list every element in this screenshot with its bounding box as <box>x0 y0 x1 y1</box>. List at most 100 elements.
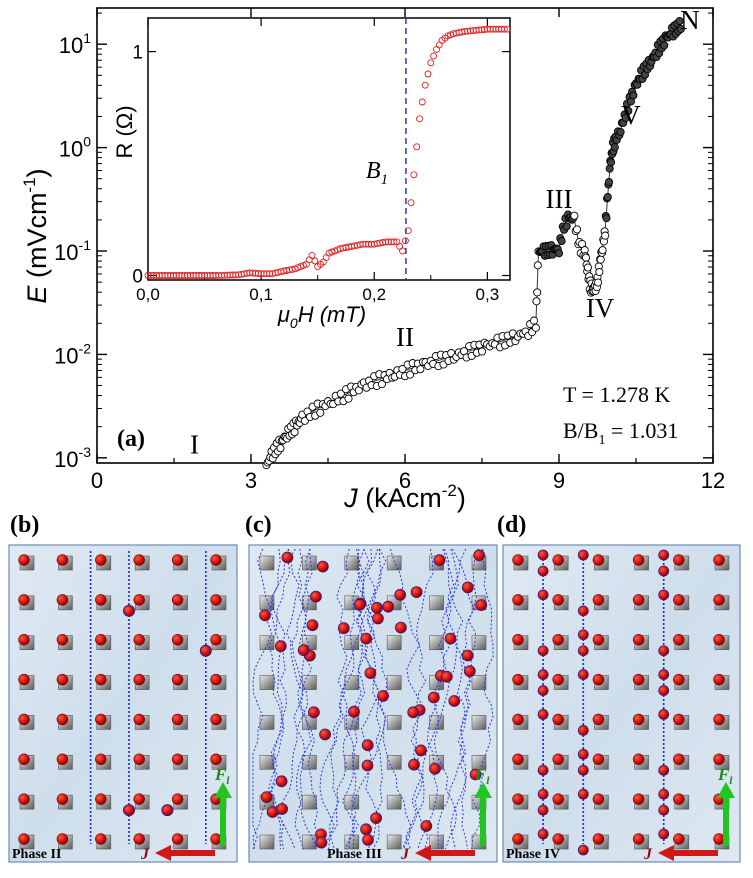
current-arrow-head <box>155 845 171 861</box>
vortex <box>552 793 564 805</box>
inset-x-tick-label: 0,2 <box>362 285 386 304</box>
vortex <box>210 753 222 766</box>
vortex <box>364 667 377 679</box>
vortex <box>210 833 222 845</box>
main-data-point <box>406 370 415 379</box>
inset-data-point <box>308 251 316 259</box>
force-label: Fl <box>474 765 490 787</box>
interstitial-vortex <box>577 748 589 760</box>
vortex <box>407 706 420 719</box>
vortex <box>56 673 69 686</box>
inset-data-point <box>413 143 421 151</box>
pinning-site <box>471 754 487 770</box>
vortex <box>592 633 605 646</box>
inset-data-point <box>399 247 406 255</box>
interstitial-vortex <box>658 828 670 840</box>
inset-x-sub: 0 <box>290 315 298 331</box>
main-x-tick-label: 6 <box>399 468 411 493</box>
pinning-site <box>386 834 402 850</box>
vortex <box>133 633 145 646</box>
vortex-trajectory <box>356 548 411 850</box>
inset-x-rest: H (mT) <box>298 302 366 327</box>
vortex <box>56 833 69 845</box>
main-data-point <box>594 278 603 287</box>
vortex <box>673 753 685 766</box>
vortex-trajectory <box>341 548 373 850</box>
vortex <box>461 581 474 594</box>
inset-x-tick-label: 0,1 <box>249 285 273 304</box>
vortex <box>592 713 605 726</box>
vortex <box>307 706 320 719</box>
phase-label: IV <box>586 293 615 323</box>
force-arrow-shaft <box>723 796 729 846</box>
pinning-site <box>259 555 275 571</box>
vortex <box>95 633 107 646</box>
annotation-field-value: = 1.031 <box>605 418 678 443</box>
x-axis-symbol: J <box>343 483 358 513</box>
force-label: Fl <box>214 765 230 787</box>
vortex <box>56 594 69 606</box>
interstitial-vortex <box>123 804 135 817</box>
current-arrow-shaft <box>672 850 718 856</box>
vortex-trajectory <box>298 548 323 850</box>
pinning-site <box>259 635 275 651</box>
lattice-panels: (b) (c) (d) Fl J Phase II Fl J Phase III Fl J… <box>8 512 741 863</box>
vortex <box>259 609 271 622</box>
main-data-point <box>583 263 592 272</box>
panel-c-phase-iii: Fl J Phase III <box>248 544 498 863</box>
inset-data-point <box>410 171 418 179</box>
inset-data-point <box>424 70 432 78</box>
vortex <box>370 812 383 824</box>
interstitial-vortex <box>537 589 549 601</box>
interstitial-vortex <box>577 549 589 561</box>
pinning-site <box>429 595 444 611</box>
vortex <box>673 793 685 805</box>
vortex-trajectory <box>417 548 452 850</box>
pinning-site <box>344 675 360 690</box>
interstitial-vortex <box>537 565 549 577</box>
vortex-trajectory <box>270 548 287 850</box>
vortex <box>371 601 383 614</box>
vortex <box>552 673 564 686</box>
vortex <box>306 619 319 632</box>
interstitial-vortex <box>658 565 670 577</box>
vortex <box>319 728 332 741</box>
main-data-point <box>596 255 605 264</box>
vortex <box>632 753 645 766</box>
inset-data-point <box>311 257 319 265</box>
vortex <box>713 554 725 566</box>
inset-data-point <box>404 227 412 235</box>
vortex <box>361 739 374 752</box>
phase-label: III <box>546 184 573 214</box>
vortex <box>171 554 184 566</box>
vortex-trajectory <box>437 548 475 850</box>
main-y-tick-label: 101 <box>59 30 91 58</box>
pinning-site <box>259 675 275 690</box>
interstitial-vortex <box>658 589 670 601</box>
current-arrow-head <box>658 845 674 861</box>
interstitial-vortex <box>537 828 549 840</box>
phase-label: II <box>396 322 414 352</box>
vortex-trajectory <box>328 548 350 850</box>
vortex <box>95 554 107 566</box>
inset-x-symbol: μ <box>277 302 290 327</box>
pinning-site <box>302 555 317 571</box>
force-arrow-head <box>214 782 232 798</box>
pinning-site <box>386 715 402 730</box>
vortex <box>713 594 725 606</box>
vortex <box>361 759 374 772</box>
vortex <box>337 622 350 635</box>
interstitial-vortex <box>658 549 670 561</box>
vortex <box>95 673 107 686</box>
y-axis-close: ) <box>22 168 52 177</box>
vortex <box>353 598 366 611</box>
pinning-site <box>344 754 360 770</box>
panel-a-label: (a) <box>117 426 145 452</box>
main-data-point <box>676 24 685 34</box>
interstitial-vortex <box>577 605 589 617</box>
phase-caption: Phase III <box>327 847 382 862</box>
vortex <box>316 560 329 573</box>
vortex <box>512 554 524 566</box>
main-data-point <box>316 408 325 417</box>
panel-c-label: (c) <box>245 512 272 538</box>
